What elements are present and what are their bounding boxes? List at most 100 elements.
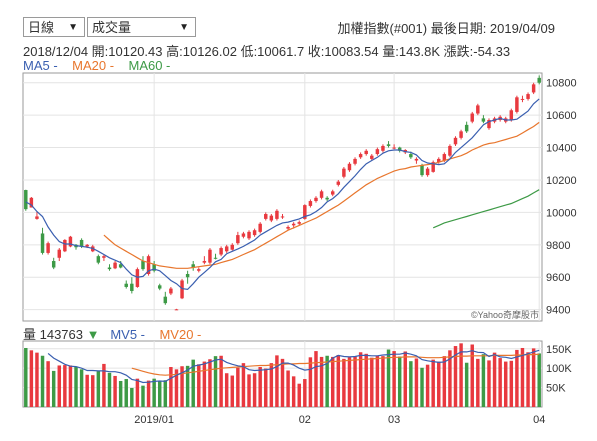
candle-body	[79, 239, 84, 247]
volume-bar	[375, 355, 380, 407]
volume-bar	[197, 364, 201, 407]
volume-down-arrow-icon: ▼	[86, 327, 100, 342]
price-tick-label: 9800	[546, 240, 570, 252]
volume-bar	[353, 356, 357, 407]
candle-body	[180, 280, 184, 299]
volume-bar	[470, 344, 474, 407]
volume-bar	[392, 351, 396, 407]
volume-bar	[247, 374, 251, 407]
volume-bar	[386, 349, 391, 407]
candle-body	[40, 233, 45, 253]
candle-body	[526, 94, 530, 99]
volume-bar	[141, 385, 145, 407]
volume-bar	[459, 343, 463, 407]
volume-bar	[236, 367, 240, 407]
volume-bar	[381, 356, 385, 407]
candle-body	[487, 120, 491, 129]
candle-body	[409, 154, 413, 158]
price-tick-label: 10400	[546, 143, 577, 155]
volume-bar	[537, 353, 541, 407]
volume-readout: 量 143763	[23, 327, 83, 342]
volume-bar	[51, 370, 56, 407]
candle-body	[537, 77, 541, 83]
candle-body	[414, 158, 419, 161]
volume-bar	[107, 372, 112, 407]
ma-legend: MA5 - MA20 - MA60 -	[23, 58, 170, 73]
candle-body	[141, 261, 145, 270]
candle-body	[437, 158, 441, 163]
volume-bar	[370, 357, 374, 407]
ma20-line	[103, 121, 540, 269]
volume-bar	[526, 352, 530, 407]
volume-bar	[269, 363, 274, 407]
candle-body	[96, 256, 101, 263]
price-tick-label: 10600	[546, 110, 577, 122]
volume-bar	[531, 348, 536, 407]
volume-bar	[46, 361, 50, 407]
legend-ma20: MA20 -	[72, 58, 115, 73]
watermark: ©Yahoo奇摩股市	[471, 309, 539, 320]
candle-body	[102, 256, 106, 258]
volume-tick-label: 100K	[546, 363, 572, 375]
mv5-line	[47, 349, 540, 384]
candle-body	[280, 216, 285, 218]
volume-bar	[364, 353, 368, 407]
price-tick-label: 9400	[546, 305, 570, 317]
volume-bar	[342, 358, 346, 407]
period-select-value: 日線	[28, 20, 55, 35]
volume-bar	[481, 354, 486, 407]
volume-bar	[124, 379, 128, 407]
volume-bar	[319, 356, 324, 407]
candle-body	[425, 168, 430, 176]
volume-bar	[202, 361, 207, 407]
volume-legend: 量 143763 ▼ MV5 - MV20 -	[23, 324, 201, 343]
period-select[interactable]: 日線 ▼	[23, 17, 85, 37]
volume-bar	[303, 379, 307, 407]
ohlc-readout: 2018/12/04 開:10120.43 高:10126.02 低:10061…	[23, 44, 511, 59]
candle-body	[46, 243, 50, 253]
candle-body	[275, 210, 279, 219]
legend-ma5: MA5 -	[23, 58, 58, 73]
candle-body	[219, 248, 223, 255]
candle-body	[520, 98, 525, 100]
volume-bar	[208, 359, 212, 407]
volume-bar	[74, 367, 78, 407]
volume-bar	[297, 383, 301, 407]
volume-bar	[453, 346, 458, 407]
price-panel-frame	[22, 72, 543, 322]
chart-title: 加權指數(#001) 最後日期: 2019/04/09	[337, 21, 555, 36]
volume-bar	[163, 380, 168, 407]
candle-body	[386, 144, 391, 146]
volume-bar	[397, 356, 402, 407]
volume-bar	[63, 365, 67, 407]
volume-bar	[213, 356, 218, 407]
candle-body	[135, 269, 140, 287]
volume-bar	[314, 351, 318, 407]
candle-body	[197, 269, 201, 271]
volume-bar	[492, 352, 497, 407]
volume-bar	[437, 361, 441, 407]
volume-bar	[275, 355, 279, 407]
candle-body	[370, 155, 374, 159]
candle-body	[124, 283, 128, 287]
candle-body	[397, 147, 402, 151]
price-tick-label: 10800	[546, 78, 577, 90]
indicator-select[interactable]: 成交量 ▼	[87, 17, 196, 37]
volume-bar	[442, 356, 447, 407]
volume-bar	[264, 368, 268, 407]
volume-bar	[169, 367, 173, 407]
volume-bar	[330, 356, 335, 407]
candle-body	[509, 110, 514, 121]
volume-bar	[96, 371, 101, 407]
volume-bar	[358, 352, 363, 407]
volume-bar	[520, 347, 525, 407]
candle-body	[330, 191, 335, 195]
volume-bar	[420, 367, 424, 407]
volume-bar	[252, 373, 257, 407]
ma5-line	[25, 98, 540, 291]
volume-bar	[219, 355, 223, 407]
candle-body	[470, 113, 474, 122]
volume-bar	[157, 380, 162, 407]
candle-body	[264, 214, 268, 219]
candle-body	[476, 105, 480, 114]
